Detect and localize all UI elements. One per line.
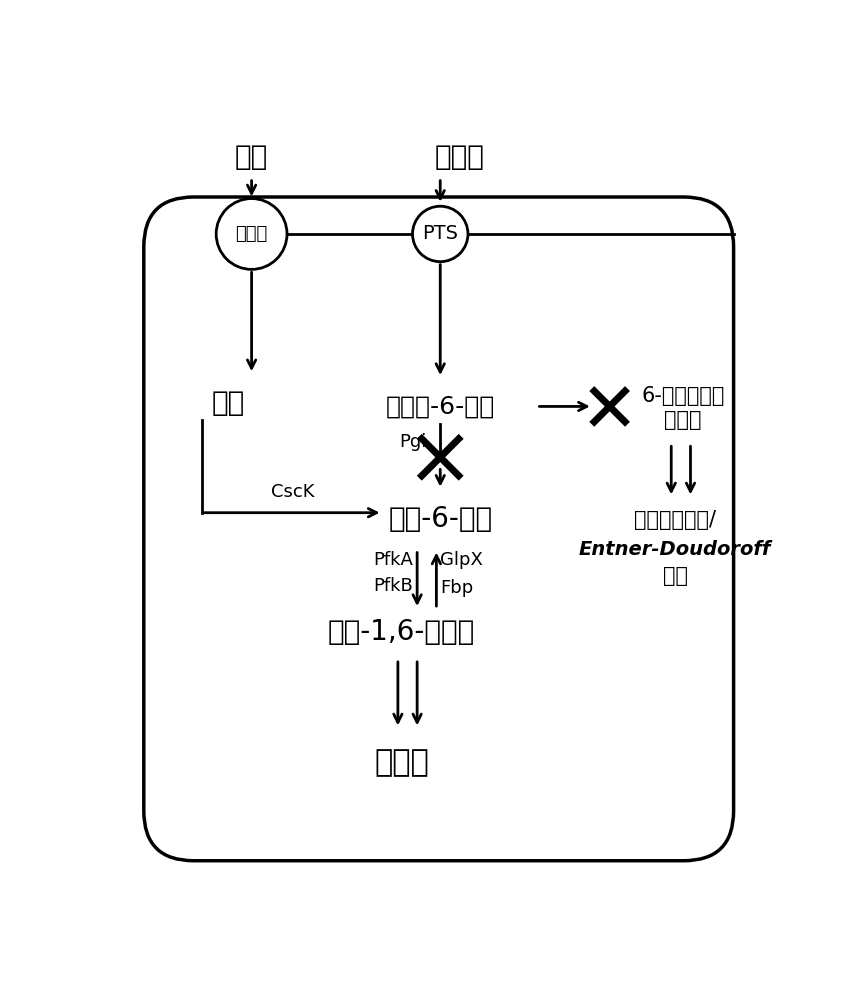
Text: PfkB: PfkB	[373, 577, 413, 595]
Circle shape	[217, 199, 287, 269]
Text: 6-磷酸葡萄糖: 6-磷酸葡萄糖	[641, 386, 724, 406]
Text: Fbp: Fbp	[440, 579, 473, 597]
Text: 途径: 途径	[663, 566, 687, 586]
Text: GlpX: GlpX	[440, 551, 483, 569]
Text: 糖酵解: 糖酵解	[374, 748, 429, 777]
Text: Entner-Doudoroff: Entner-Doudoroff	[579, 540, 771, 559]
Text: 葡萄糖: 葡萄糖	[435, 143, 484, 171]
Text: 通透酶: 通透酶	[235, 225, 268, 243]
Text: 果糖: 果糖	[235, 143, 268, 171]
Text: 果糖-6-磷酸: 果糖-6-磷酸	[388, 505, 492, 533]
Text: 果糖: 果糖	[212, 389, 245, 417]
Text: PfkA: PfkA	[373, 551, 413, 569]
Text: PTS: PTS	[422, 224, 458, 243]
Circle shape	[413, 206, 468, 262]
Text: 果糖-1,6-二磷酸: 果糖-1,6-二磷酸	[328, 618, 475, 646]
Text: 葡萄糖-6-磷酸: 葡萄糖-6-磷酸	[385, 394, 495, 418]
Text: Pgi: Pgi	[399, 433, 426, 451]
Text: 酸内酯: 酸内酯	[664, 410, 702, 430]
Text: CscK: CscK	[270, 483, 314, 501]
Text: 磷酸戊糖途径/: 磷酸戊糖途径/	[634, 510, 716, 530]
